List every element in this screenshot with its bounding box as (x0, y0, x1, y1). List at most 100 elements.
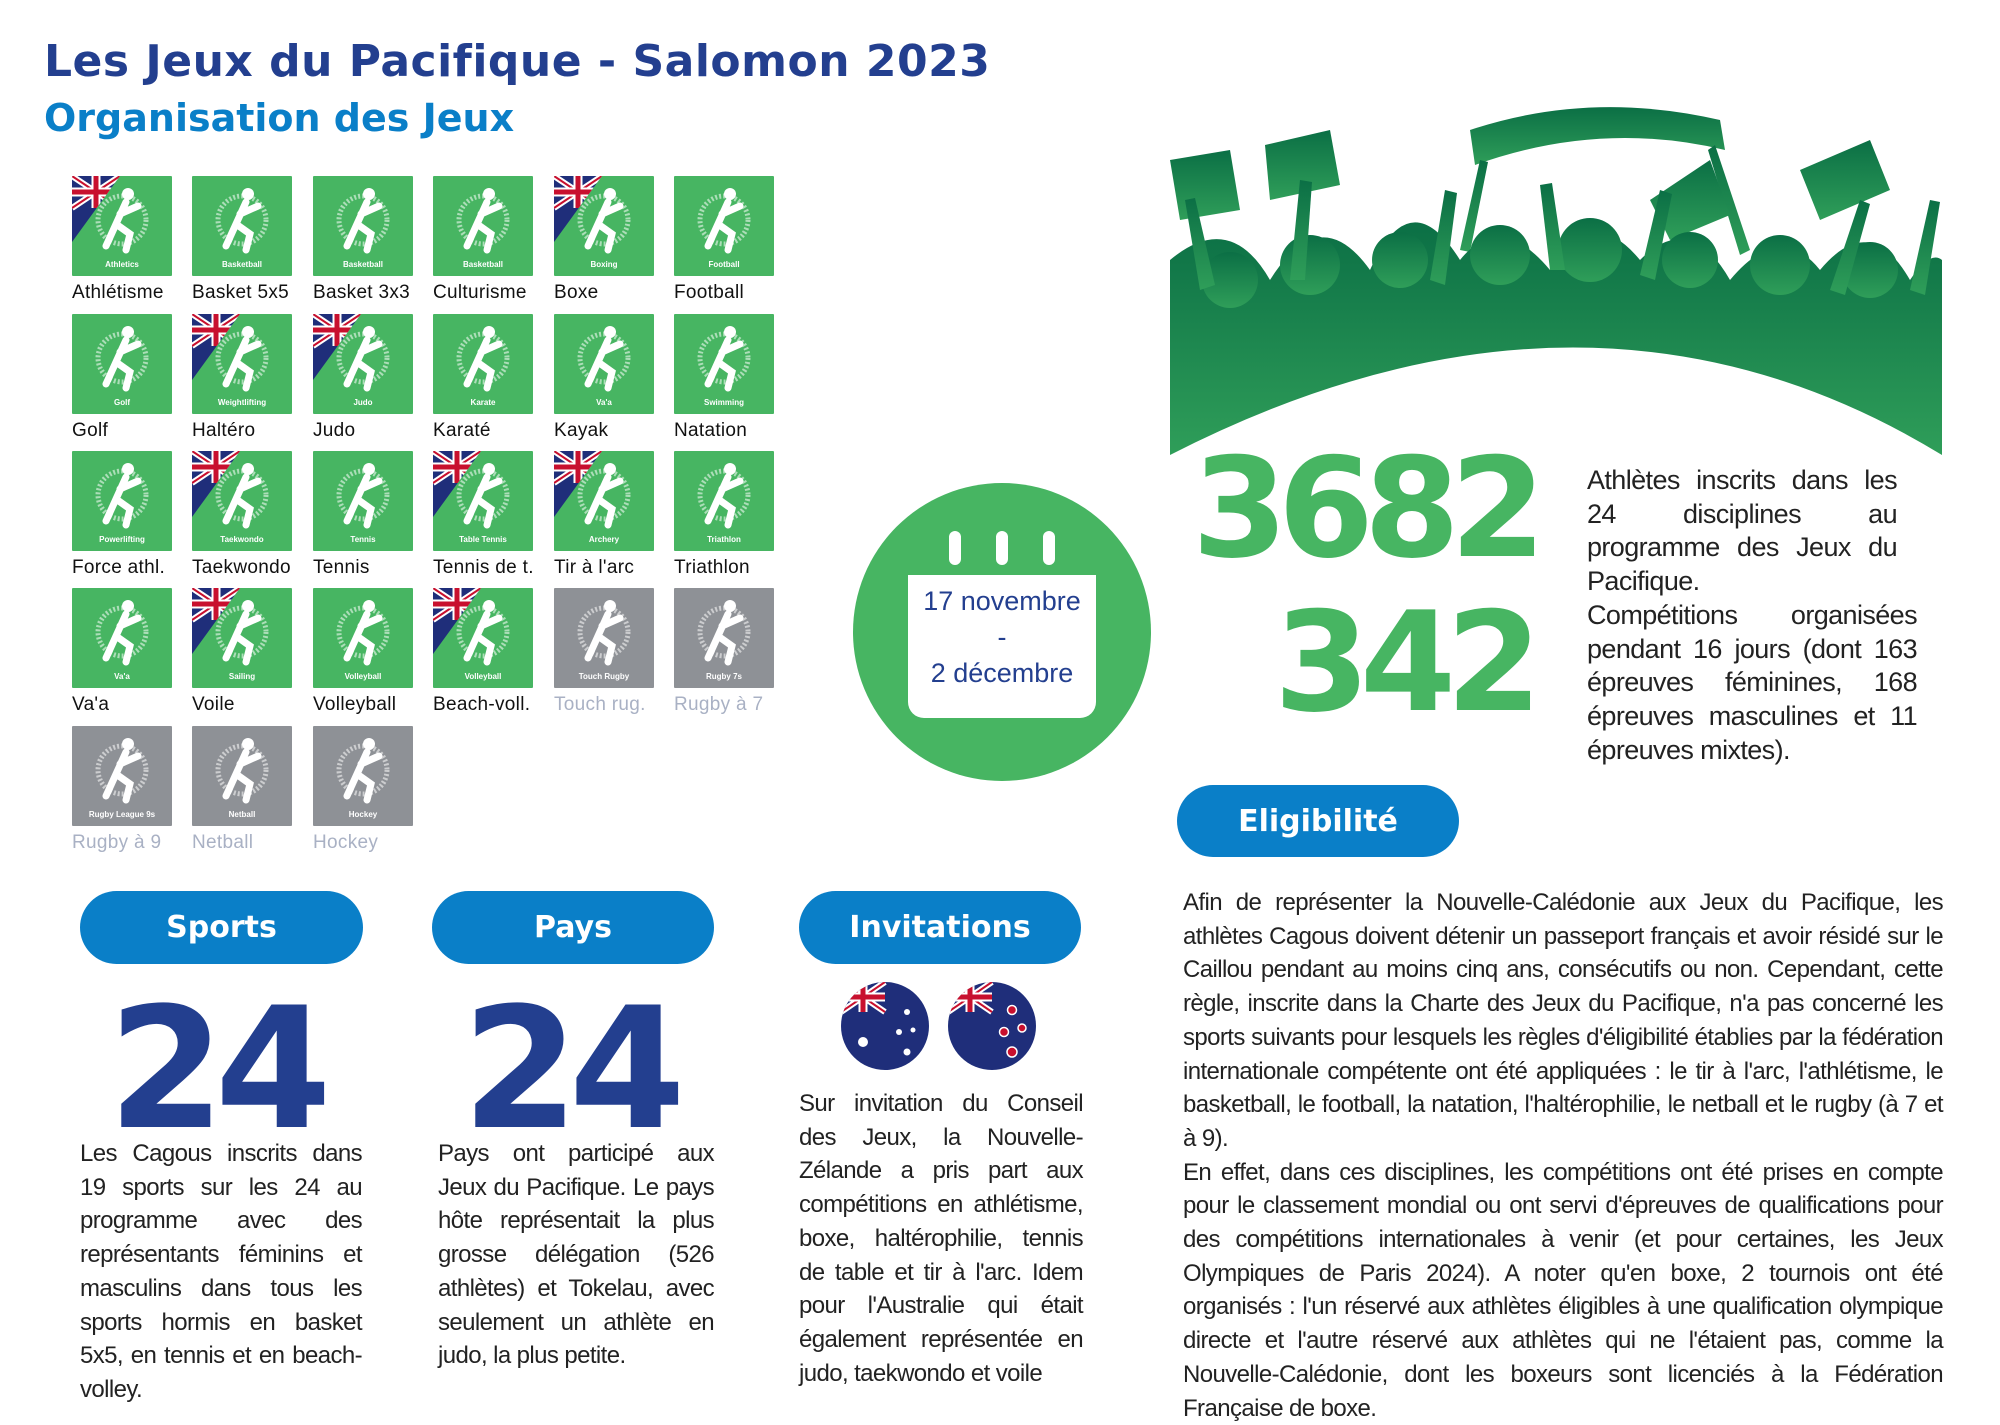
date-circle: 17 novembre - 2 décembre (853, 483, 1151, 781)
flag-corner-icon (313, 314, 361, 380)
sport-name: Boxe (554, 282, 599, 303)
sport-pictogram-icon (215, 463, 269, 529)
sport-name: Football (674, 282, 744, 303)
tile-label: Weightlifting (217, 398, 267, 407)
sport-pictogram-icon (95, 326, 149, 392)
tile-label: Triathlon (707, 535, 741, 544)
tile-label: Judo (353, 398, 373, 407)
sport-name: Basket 3x3 (313, 282, 410, 303)
sport-pictogram-icon (456, 463, 510, 529)
sport-pictogram-icon (215, 738, 269, 804)
sport-name: Culturisme (433, 282, 527, 303)
sport-pictogram-icon (456, 600, 510, 666)
sport-tile: Va'a (554, 314, 654, 414)
sport-pictogram-icon (456, 326, 510, 392)
sport-tile: Rugby League 9s (72, 726, 172, 826)
sport-name: Va'a (72, 694, 110, 715)
sport-pictogram-icon (336, 463, 390, 529)
new-zealand-flag-icon (948, 982, 1036, 1070)
tile-label: Basketball (342, 260, 384, 269)
sport-pictogram-icon (697, 463, 751, 529)
sport-name: Hockey (313, 832, 379, 853)
pays-text: Pays ont participé aux Jeux du Pacifique… (438, 1140, 715, 1370)
sport-pictogram-icon (577, 188, 631, 254)
sport-name: Tennis (313, 557, 370, 578)
tile-label: Basketball (221, 260, 263, 269)
flag-corner-icon (433, 588, 481, 654)
sports-count: 24 (108, 971, 332, 1167)
sport-name: Force athl. (72, 557, 166, 578)
tile-label: Va'a (596, 398, 612, 407)
tile-label: Rugby 7s (705, 672, 742, 681)
tile-label: Volleyball (344, 672, 382, 681)
sport-tile: Volleyball (313, 588, 413, 688)
crowd-banner-image (1170, 107, 1942, 455)
tile-label: Volleyball (464, 672, 502, 681)
tile-label: Va'a (114, 672, 130, 681)
eligibilite-text: Afin de représenter la Nouvelle-Calédoni… (1183, 886, 1944, 1425)
sport-tile: Rugby 7s (674, 588, 774, 688)
athletes-count: 3682 (1191, 428, 1546, 589)
eligibilite-paragraph-1: Afin de représenter la Nouvelle-Calédoni… (1183, 889, 1944, 1152)
competitions-text: Compétitions organisées pendant 16 jours… (1587, 600, 1918, 765)
sport-pictogram-icon (95, 188, 149, 254)
sport-tile: Powerlifting (72, 451, 172, 551)
tile-label: Golf (114, 398, 130, 407)
sport-name: Volleyball (313, 694, 397, 715)
tile-label: Football (708, 260, 740, 269)
australia-flag-icon (841, 982, 929, 1070)
sport-tile: Archery (554, 451, 654, 551)
sports-button[interactable]: Sports (80, 891, 363, 964)
sport-name: Rugby à 7 (674, 694, 764, 715)
sport-pictogram-icon (336, 738, 390, 804)
tile-label: Netball (228, 810, 256, 819)
sport-name: Tir à l'arc (554, 557, 635, 578)
sport-pictogram-icon (336, 326, 390, 392)
sport-tile: Athletics (72, 176, 172, 276)
sport-tile: Touch Rugby (554, 588, 654, 688)
sport-name: Taekwondo (192, 557, 291, 578)
tile-label: Archery (588, 535, 620, 544)
eligibilite-paragraph-2: En effet, dans ces disciplines, les comp… (1183, 1158, 1944, 1422)
start-date: 17 novembre (923, 586, 1081, 616)
sport-pictogram-icon (697, 188, 751, 254)
tile-label: Hockey (348, 810, 378, 819)
tile-label: Swimming (703, 398, 744, 407)
flag-corner-icon (554, 451, 602, 517)
sport-name: Tennis de t. (433, 557, 534, 578)
sport-name: Netball (192, 832, 254, 853)
calendar-icon: 17 novembre - 2 décembre (908, 531, 1096, 718)
sport-name: Touch rug. (554, 694, 646, 715)
eligibilite-button[interactable]: Eligibilité (1177, 785, 1459, 857)
tile-label: Boxing (590, 260, 618, 269)
sport-tile: Karate (433, 314, 533, 414)
sport-tile: Golf (72, 314, 172, 414)
sport-name: Karaté (433, 420, 491, 441)
sport-tile: Weightlifting (192, 314, 292, 414)
date-separator: - (997, 622, 1007, 652)
tile-label: Sailing (228, 672, 256, 681)
flag-corner-icon (554, 176, 602, 242)
sport-pictogram-icon (215, 600, 269, 666)
invitations-button[interactable]: Invitations (799, 891, 1081, 964)
sport-name: Triathlon (674, 557, 750, 578)
sport-tile: Taekwondo (192, 451, 292, 551)
athletes-text: Athlètes inscrits dans les 24 discipline… (1587, 465, 1898, 596)
tile-label: Powerlifting (99, 535, 145, 544)
sport-tile: Triathlon (674, 451, 774, 551)
sport-pictogram-icon (215, 326, 269, 392)
pays-button[interactable]: Pays (432, 891, 714, 964)
sport-tile: Boxing (554, 176, 654, 276)
sport-tile: Tennis (313, 451, 413, 551)
pays-count: 24 (462, 971, 686, 1167)
tile-label: Basketball (462, 260, 504, 269)
sport-name: Beach-voll. (433, 694, 531, 715)
sport-tile: Judo (313, 314, 413, 414)
tile-label: Karate (470, 398, 496, 407)
sport-pictogram-icon (577, 463, 631, 529)
tile-label: Tennis (350, 535, 376, 544)
end-date: 2 décembre (930, 658, 1074, 688)
sport-tile: Basketball (313, 176, 413, 276)
sport-tile: Basketball (433, 176, 533, 276)
sport-pictogram-icon (215, 188, 269, 254)
